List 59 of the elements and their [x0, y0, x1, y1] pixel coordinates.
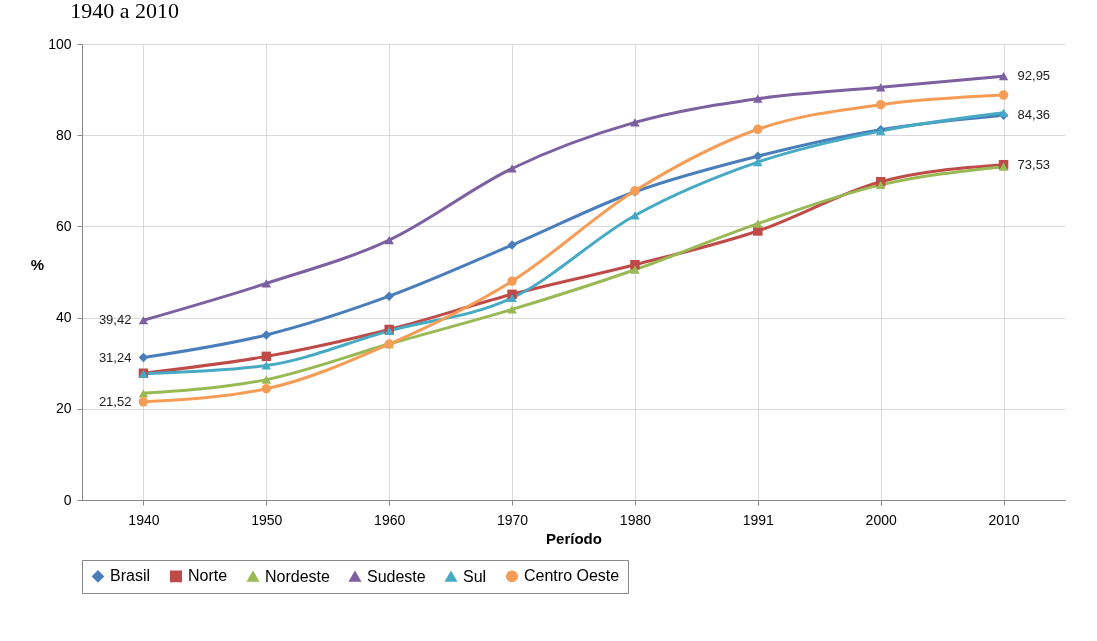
x-tick-label: 2000: [865, 511, 897, 528]
legend-label: Sul: [463, 567, 487, 585]
point: [261, 361, 272, 370]
y-tick-label: 0: [63, 491, 72, 508]
y-tick-label: 20: [55, 400, 72, 417]
y-tick-label: 60: [55, 217, 72, 234]
chart-title: 1940 a 2010: [70, 0, 180, 23]
data-label: 73,53: [1017, 156, 1051, 172]
point: [138, 316, 149, 325]
x-tick-label: 1970: [496, 511, 529, 528]
point: [998, 90, 1009, 100]
legend-label: Sudeste: [367, 567, 426, 585]
y-axis-title: %: [30, 255, 45, 273]
point: [875, 83, 886, 92]
point: [261, 384, 272, 394]
point: [753, 151, 763, 161]
x-tick-label: 1991: [742, 511, 775, 528]
x-tick-label: 1940: [128, 511, 160, 528]
point: [753, 94, 763, 103]
x-tick-label: 2010: [988, 511, 1020, 528]
legend-label: Centro Oeste: [524, 567, 620, 585]
point: [507, 305, 517, 314]
point: [753, 124, 763, 135]
y-tick-label: 40: [55, 309, 72, 326]
legend-label: Brasil: [110, 567, 151, 585]
data-label: 92,95: [1017, 68, 1051, 84]
point: [630, 118, 640, 127]
point: [261, 330, 272, 340]
data-label: 84,36: [1017, 107, 1051, 123]
point: [507, 293, 517, 303]
legend-label: Nordeste: [265, 567, 331, 585]
x-tick-label: 1950: [251, 511, 283, 528]
x-axis-title: Período: [546, 529, 602, 547]
point: [138, 389, 149, 398]
point: [875, 99, 886, 110]
point: [138, 352, 149, 363]
point: [261, 351, 272, 362]
data-label: 39,42: [98, 312, 132, 328]
point: [630, 211, 640, 220]
x-tick-label: 1960: [374, 511, 406, 528]
y-tick-label: 100: [48, 35, 72, 52]
point: [261, 375, 272, 384]
point: [998, 108, 1009, 117]
point: [875, 180, 886, 190]
data-label: 31,24: [98, 349, 132, 365]
point: [384, 235, 394, 245]
point: [753, 219, 763, 228]
point: [261, 279, 272, 288]
data-label: 21,52: [98, 393, 132, 409]
legend-label: Norte: [188, 567, 228, 585]
point: [507, 164, 517, 173]
x-tick-label: 1980: [619, 511, 652, 528]
point: [384, 291, 394, 301]
point: [630, 265, 640, 274]
point: [507, 276, 517, 286]
point: [753, 158, 763, 167]
point: [998, 72, 1009, 81]
y-tick-label: 80: [55, 126, 72, 143]
point: [138, 397, 149, 407]
